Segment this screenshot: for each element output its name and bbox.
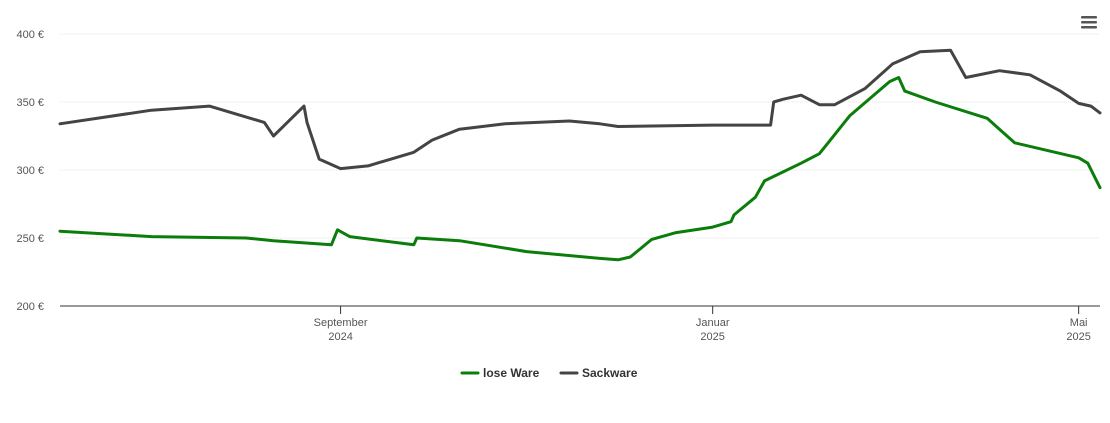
x-tick-month: Mai bbox=[1070, 317, 1088, 329]
legend-label: lose Ware bbox=[483, 366, 540, 380]
y-tick-label: 300 € bbox=[16, 165, 44, 177]
series-line-lose-ware bbox=[58, 76, 1102, 262]
context-menu-button[interactable] bbox=[1080, 14, 1098, 30]
series-lines bbox=[58, 48, 1102, 262]
x-tick-year: 2024 bbox=[328, 331, 352, 343]
y-tick-label: 400 € bbox=[16, 29, 44, 41]
legend[interactable]: lose Ware Sackware bbox=[460, 366, 638, 380]
legend-item-sackware[interactable]: Sackware bbox=[559, 366, 638, 380]
x-tick-year: 2025 bbox=[700, 331, 724, 343]
grid-lines bbox=[60, 33, 1100, 239]
y-tick-label: 200 € bbox=[16, 301, 44, 313]
x-axis-ticks: September 2024 Januar 2025 Mai 2025 bbox=[314, 306, 1091, 343]
hamburger-menu-icon-bar bbox=[1081, 16, 1097, 19]
hamburger-menu-icon-bar bbox=[1081, 21, 1097, 24]
y-axis-labels: 200 € 250 € 300 € 350 € 400 € bbox=[16, 29, 44, 313]
hamburger-menu-icon-bar bbox=[1081, 26, 1097, 29]
x-tick-month: September bbox=[314, 317, 368, 329]
x-tick-month: Januar bbox=[696, 317, 730, 329]
legend-item-lose-ware[interactable]: lose Ware bbox=[460, 366, 540, 380]
x-tick-year: 2025 bbox=[1066, 331, 1090, 343]
y-tick-label: 350 € bbox=[16, 97, 44, 109]
y-tick-label: 250 € bbox=[16, 233, 44, 245]
legend-label: Sackware bbox=[582, 366, 638, 380]
series-line-sackware bbox=[58, 48, 1102, 171]
